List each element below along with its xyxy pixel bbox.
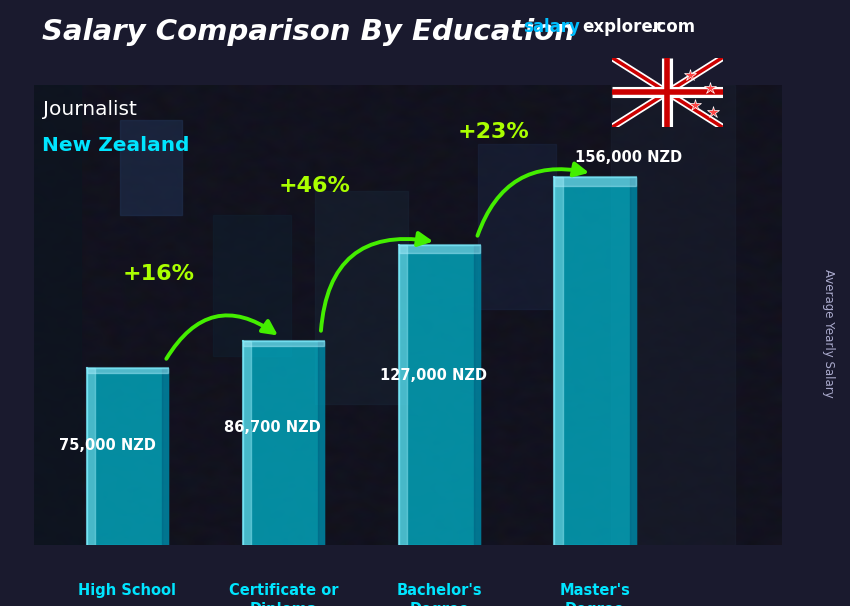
Bar [318, 341, 324, 545]
Text: High School: High School [78, 583, 177, 598]
Text: salary: salary [523, 18, 580, 36]
Bar [554, 177, 636, 186]
Bar [554, 177, 636, 545]
Text: +23%: +23% [458, 122, 530, 142]
Text: Salary Comparison By Education: Salary Comparison By Education [42, 18, 575, 46]
FancyArrowPatch shape [321, 233, 429, 331]
Text: Bachelor's
Degree: Bachelor's Degree [396, 583, 482, 606]
Text: Master's
Degree: Master's Degree [559, 583, 631, 606]
FancyArrowPatch shape [167, 315, 275, 359]
Bar [630, 177, 636, 545]
Text: Certificate or
Diploma: Certificate or Diploma [229, 583, 338, 606]
Text: +16%: +16% [122, 264, 195, 284]
Text: Average Yearly Salary: Average Yearly Salary [822, 269, 836, 398]
Bar [87, 368, 95, 545]
Bar [314, 191, 408, 404]
Bar [87, 368, 168, 373]
Bar [213, 215, 291, 356]
Bar [243, 341, 251, 545]
Text: Journalist: Journalist [42, 100, 136, 119]
Bar [120, 120, 182, 215]
Bar [399, 245, 407, 545]
Text: .com: .com [650, 18, 695, 36]
Text: 75,000 NZD: 75,000 NZD [59, 438, 156, 453]
Bar [162, 368, 168, 545]
Text: New Zealand: New Zealand [42, 136, 190, 155]
Bar [474, 245, 479, 545]
Bar [243, 341, 324, 346]
Bar [478, 144, 556, 309]
Bar [610, 85, 735, 545]
Bar [399, 245, 479, 545]
Text: 86,700 NZD: 86,700 NZD [224, 420, 320, 435]
Bar [399, 245, 479, 253]
FancyArrowPatch shape [478, 164, 585, 236]
Bar [554, 177, 563, 545]
Text: explorer: explorer [582, 18, 661, 36]
Bar [19, 85, 81, 545]
Bar [87, 368, 168, 545]
Text: +46%: +46% [279, 176, 350, 196]
Text: 127,000 NZD: 127,000 NZD [380, 368, 487, 384]
Bar [243, 341, 324, 545]
Text: 156,000 NZD: 156,000 NZD [575, 150, 682, 165]
